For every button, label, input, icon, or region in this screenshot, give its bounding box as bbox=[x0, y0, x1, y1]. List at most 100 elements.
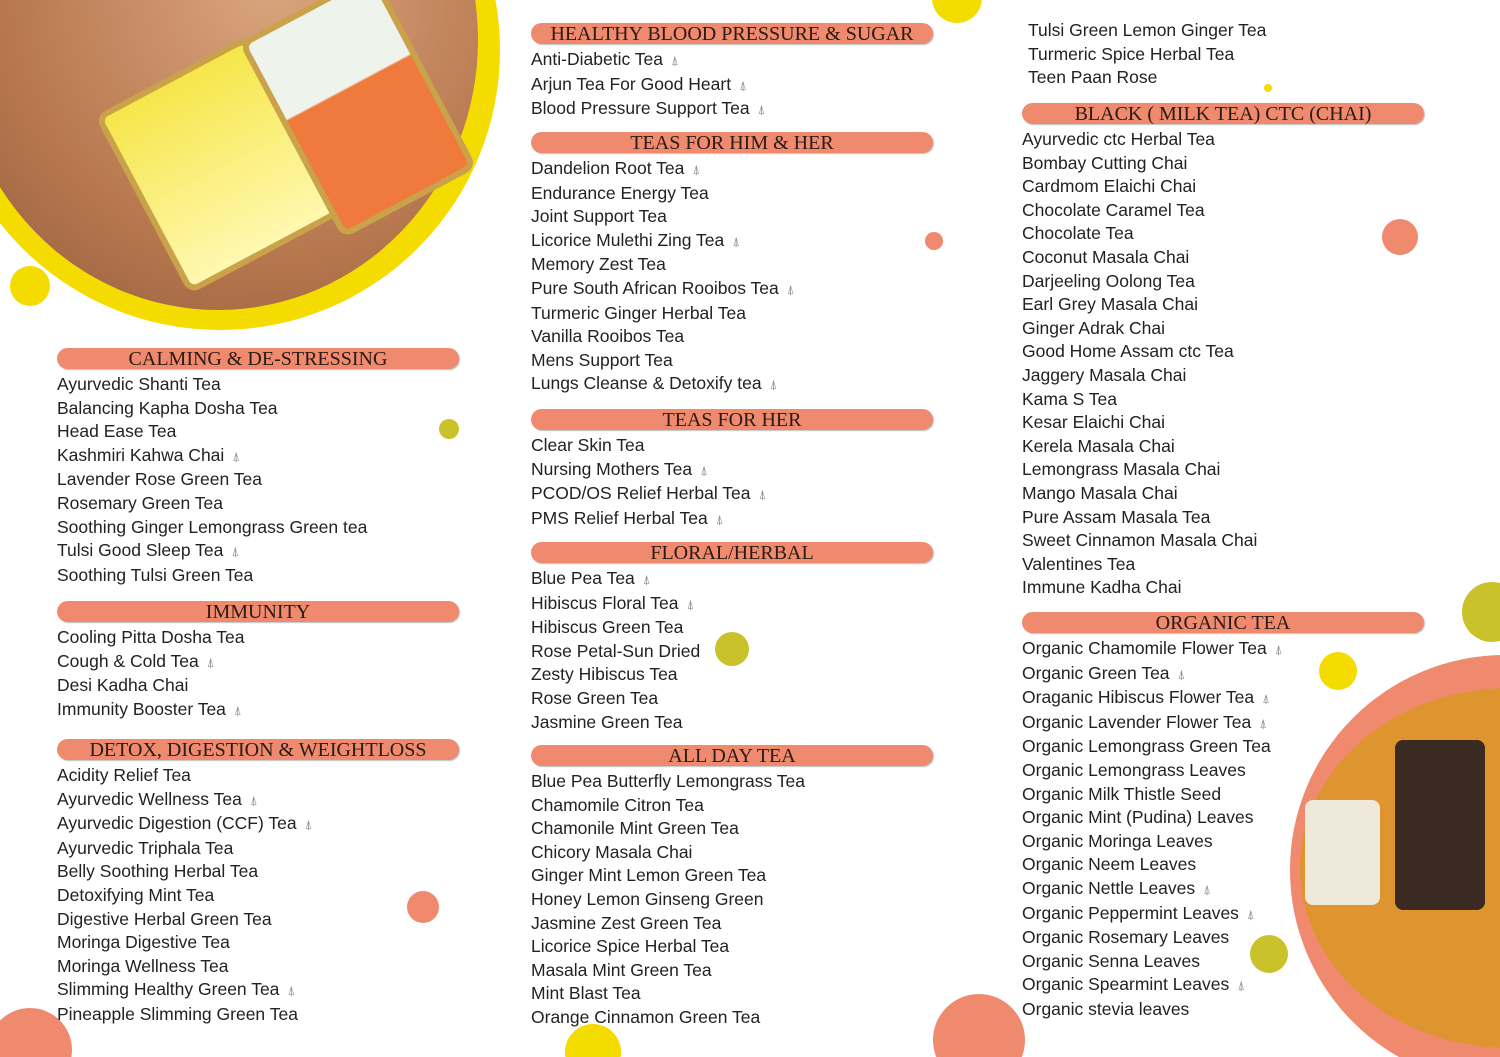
decorative-circle bbox=[933, 994, 1025, 1057]
tea-item: Honey Lemon Ginseng Green bbox=[531, 888, 933, 912]
category-header: CALMING & DE-STRESSING bbox=[57, 348, 459, 370]
tea-item: PMS Relief Herbal Tea ⍋ bbox=[531, 507, 933, 532]
tea-item: Hibiscus Floral Tea ⍋ bbox=[531, 592, 933, 617]
decorative-circle bbox=[1462, 582, 1500, 642]
tea-name: Vanilla Rooibos Tea bbox=[531, 326, 685, 347]
tea-bag-icon: ⍋ bbox=[233, 702, 242, 718]
tea-bag-icon: ⍋ bbox=[732, 233, 741, 249]
tea-bag-icon: ⍋ bbox=[1203, 881, 1211, 897]
tea-name: Hibiscus Green Tea bbox=[531, 617, 684, 638]
tea-item: Chamonile Mint Green Tea bbox=[531, 817, 933, 841]
tea-name: Tulsi Good Sleep Tea bbox=[57, 540, 224, 561]
product-photo-ginger-adrak-chai bbox=[1290, 655, 1500, 1057]
tea-name: Chocolate Tea bbox=[1022, 223, 1134, 244]
tea-bag-icon: ⍋ bbox=[692, 162, 701, 177]
tea-bag-icon: ⍋ bbox=[700, 462, 708, 478]
tea-name: Soothing Tulsi Green Tea bbox=[57, 564, 254, 585]
tea-name: Rose Green Tea bbox=[531, 687, 659, 708]
list-item: Tulsi Green Lemon Ginger Tea bbox=[1028, 20, 1267, 40]
tea-name: Blood Pressure Support Tea bbox=[531, 98, 750, 119]
tea-bag-icon: ⍋ bbox=[786, 281, 795, 297]
tea-item: Immune Kadha Chai bbox=[1022, 576, 1424, 600]
tea-item: Organic Milk Thistle Seed bbox=[1022, 783, 1424, 807]
tea-item: Detoxifying Mint Tea bbox=[57, 884, 459, 908]
tea-item: Licorice Mulethi Zing Tea ⍋ bbox=[531, 229, 933, 254]
tea-name: Chicory Masala Chai bbox=[531, 841, 693, 862]
decorative-circle bbox=[1250, 935, 1288, 973]
tea-name: Desi Kadha Chai bbox=[57, 675, 189, 696]
tea-name: Mens Support Tea bbox=[531, 349, 673, 370]
decorative-circle bbox=[925, 232, 943, 250]
tea-item: Lungs Cleanse & Detoxify tea ⍋ bbox=[531, 372, 933, 397]
tea-name: Organic Milk Thistle Seed bbox=[1022, 783, 1222, 804]
tea-bag-icon: ⍋ bbox=[231, 544, 240, 560]
tea-item: Coconut Masala Chai bbox=[1022, 246, 1424, 270]
tea-name: Ayurvedic Shanti Tea bbox=[57, 374, 221, 394]
tea-item: Chocolate Tea bbox=[1022, 222, 1424, 246]
tea-name: Earl Grey Masala Chai bbox=[1022, 294, 1199, 315]
category-header: TEAS FOR HER bbox=[531, 409, 933, 431]
tea-name: Oraganic Hibiscus Flower Tea bbox=[1022, 687, 1255, 708]
tea-name: Anti-Diabetic Tea bbox=[531, 49, 663, 69]
tea-item: Mint Blast Tea bbox=[531, 982, 933, 1006]
category-section: FLORAL/HERBAL Blue Pea Tea ⍋ Hibiscus Flora… bbox=[531, 542, 933, 734]
tea-item: Organic Chamomile Flower Tea ⍋ bbox=[1022, 637, 1424, 662]
tea-item: Organic Mint (Pudina) Leaves bbox=[1022, 806, 1424, 830]
tea-name: Orange Cinnamon Green Tea bbox=[531, 1006, 761, 1027]
tea-name: Chocolate Caramel Tea bbox=[1022, 199, 1205, 220]
tea-bag-icon: ⍋ bbox=[1177, 666, 1186, 682]
tea-item: Sweet Cinnamon Masala Chai bbox=[1022, 529, 1424, 553]
tea-bag-icon: ⍋ bbox=[769, 377, 778, 393]
tea-name: Belly Soothing Herbal Tea bbox=[57, 861, 259, 882]
tea-name: Moringa Wellness Tea bbox=[57, 955, 229, 976]
tea-item: Rosemary Green Tea bbox=[57, 492, 459, 516]
tea-item: Ayurvedic ctc Herbal Tea bbox=[1022, 128, 1424, 152]
tea-item: Valentines Tea bbox=[1022, 553, 1424, 577]
decorative-circle bbox=[407, 891, 439, 923]
tea-item: Earl Grey Masala Chai bbox=[1022, 293, 1424, 317]
tea-name: Acidity Relief Tea bbox=[57, 765, 191, 785]
tea-name: Valentines Tea bbox=[1022, 553, 1136, 574]
tea-name: Endurance Energy Tea bbox=[531, 182, 709, 203]
tea-item: Ginger Adrak Chai bbox=[1022, 317, 1424, 341]
tea-item: Organic Lemongrass Leaves bbox=[1022, 759, 1424, 783]
tea-item: Dandelion Root Tea ⍋ bbox=[531, 157, 933, 182]
tea-bag-icon: ⍋ bbox=[304, 817, 313, 833]
tea-name: Jaggery Masala Chai bbox=[1022, 364, 1187, 385]
tea-item: PCOD/OS Relief Herbal Tea ⍋ bbox=[531, 482, 933, 507]
tea-item: Jasmine Green Tea bbox=[531, 711, 933, 735]
tea-item: Licorice Spice Herbal Tea bbox=[531, 935, 933, 959]
tea-item: Lavender Rose Green Tea bbox=[57, 468, 459, 492]
tea-bag-icon: ⍋ bbox=[1237, 978, 1246, 994]
tea-name: Organic Mint (Pudina) Leaves bbox=[1022, 807, 1254, 828]
tea-item: Digestive Herbal Green Tea bbox=[57, 908, 459, 932]
tea-name: Pure Assam Masala Tea bbox=[1022, 506, 1211, 527]
tea-item: Kerela Masala Chai bbox=[1022, 435, 1424, 459]
tea-name: Licorice Spice Herbal Tea bbox=[531, 936, 730, 957]
tea-bag-icon: ⍋ bbox=[739, 77, 747, 93]
tea-item: Cardmom Elaichi Chai bbox=[1022, 175, 1424, 199]
tea-item: Ayurvedic Digestion (CCF) Tea ⍋ bbox=[57, 812, 459, 837]
tea-item: Mango Masala Chai bbox=[1022, 482, 1424, 506]
tea-name: Organic Moringa Leaves bbox=[1022, 830, 1213, 851]
tea-name: Slimming Healthy Green Tea bbox=[57, 979, 280, 1000]
decorative-circle bbox=[565, 1024, 621, 1057]
tea-name: Organic Lemongrass Green Tea bbox=[1022, 736, 1271, 757]
tea-name: Joint Support Tea bbox=[531, 206, 667, 227]
tea-item: Pure Assam Masala Tea bbox=[1022, 506, 1424, 530]
tea-name: Organic Senna Leaves bbox=[1022, 950, 1201, 971]
tea-item: Organic Nettle Leaves ⍋ bbox=[1022, 877, 1424, 902]
tea-name: Soothing Ginger Lemongrass Green tea bbox=[57, 516, 368, 537]
category-header: TEAS FOR HIM & HER bbox=[531, 132, 933, 154]
tea-name: Lemongrass Masala Chai bbox=[1022, 459, 1221, 480]
tea-item: Kama S Tea bbox=[1022, 388, 1424, 412]
tea-name: Organic Spearmint Leaves bbox=[1022, 974, 1230, 995]
tea-bag-icon: ⍋ bbox=[1246, 906, 1255, 922]
tea-item: Chamomile Citron Tea bbox=[531, 794, 933, 818]
product-photo-pitta-kapha-tins bbox=[0, 0, 500, 330]
list-item: Turmeric Spice Herbal Tea bbox=[1028, 43, 1235, 64]
tea-item: Organic Neem Leaves bbox=[1022, 853, 1424, 877]
tea-name: Rose Petal-Sun Dried bbox=[531, 640, 701, 661]
tea-item: Ginger Mint Lemon Green Tea bbox=[531, 864, 933, 888]
